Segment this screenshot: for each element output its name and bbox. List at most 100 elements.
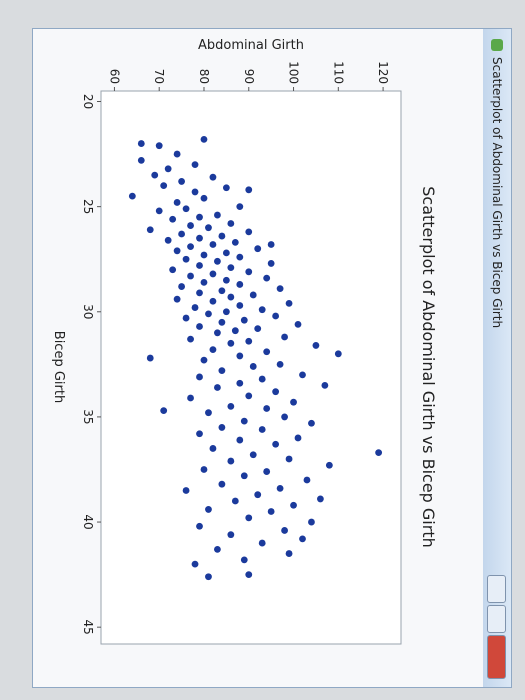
- point: [160, 182, 168, 190]
- point: [254, 491, 262, 499]
- point: [137, 156, 145, 164]
- point: [263, 468, 271, 475]
- point: [187, 394, 194, 402]
- point: [227, 339, 235, 347]
- point: [209, 270, 217, 278]
- x-tick-label: 35: [81, 409, 95, 424]
- point: [214, 257, 221, 265]
- point: [231, 238, 239, 246]
- x-tick-label: 45: [81, 620, 95, 635]
- point: [196, 373, 203, 381]
- chart: Scatterplot of Abdominal Girth vs Bicep …: [33, 29, 483, 687]
- point: [187, 335, 194, 343]
- point: [187, 222, 194, 229]
- point: [240, 417, 248, 425]
- y-tick-label: 80: [197, 69, 211, 84]
- point: [308, 419, 315, 427]
- x-axis-label: Bicep Girth: [51, 331, 66, 403]
- point: [182, 487, 190, 494]
- point: [205, 409, 212, 417]
- point: [187, 243, 194, 250]
- point: [178, 230, 185, 238]
- point: [155, 207, 163, 215]
- point: [236, 302, 244, 309]
- point: [281, 527, 288, 534]
- point: [272, 388, 280, 396]
- point: [205, 573, 212, 581]
- y-tick-label: 60: [107, 69, 121, 84]
- point: [258, 426, 266, 433]
- point: [214, 545, 221, 553]
- x-tick-label: 40: [81, 514, 95, 529]
- y-axis-label: Abdominal Girth: [198, 38, 304, 53]
- point: [173, 199, 181, 206]
- point: [227, 264, 235, 272]
- point: [200, 251, 208, 259]
- point: [334, 350, 342, 358]
- point: [214, 384, 221, 391]
- point: [245, 268, 253, 276]
- point: [240, 472, 248, 480]
- point: [209, 445, 217, 452]
- window-title: Scatterplot of Abdominal Girth vs Bicep …: [490, 57, 504, 329]
- point: [236, 352, 244, 360]
- chart-title: Scatterplot of Abdominal Girth vs Bicep …: [419, 186, 438, 548]
- point: [272, 312, 280, 320]
- point: [227, 220, 235, 227]
- point: [222, 308, 230, 316]
- point: [196, 262, 203, 269]
- point: [263, 405, 271, 412]
- point: [276, 360, 284, 368]
- point: [236, 253, 244, 261]
- y-tick-label: 90: [242, 69, 256, 84]
- point: [164, 165, 172, 173]
- point: [191, 161, 199, 168]
- point: [299, 371, 306, 379]
- point: [178, 178, 185, 185]
- point: [200, 194, 208, 202]
- point: [196, 522, 203, 530]
- close-button[interactable]: [487, 635, 507, 679]
- point: [258, 306, 266, 314]
- point: [299, 535, 306, 543]
- point: [182, 314, 190, 322]
- point: [191, 304, 199, 311]
- point: [245, 571, 253, 579]
- point: [155, 142, 163, 150]
- point: [196, 430, 203, 438]
- point: [191, 188, 199, 196]
- point: [205, 310, 212, 318]
- point: [236, 436, 244, 444]
- point: [285, 550, 293, 557]
- point: [137, 140, 145, 147]
- y-tick-label: 110: [331, 61, 345, 84]
- point: [276, 485, 284, 492]
- point: [267, 508, 275, 515]
- minimize-button[interactable]: [487, 575, 507, 603]
- point: [214, 211, 221, 219]
- point: [173, 247, 181, 255]
- point: [317, 495, 324, 503]
- point: [218, 480, 226, 488]
- point: [227, 531, 235, 539]
- point: [254, 245, 262, 253]
- app-icon: [491, 39, 503, 51]
- point: [209, 173, 217, 181]
- point: [245, 514, 253, 522]
- point: [218, 318, 226, 326]
- title-bar: Scatterplot of Abdominal Girth vs Bicep …: [483, 29, 511, 687]
- point: [294, 320, 302, 328]
- point: [281, 333, 288, 341]
- point: [272, 440, 280, 448]
- point: [173, 150, 181, 158]
- maximize-button[interactable]: [487, 605, 507, 633]
- point: [128, 192, 136, 200]
- point: [325, 461, 333, 469]
- point: [196, 289, 203, 297]
- point: [231, 497, 239, 505]
- point: [240, 556, 248, 564]
- point: [205, 224, 212, 232]
- point: [146, 226, 154, 234]
- point: [209, 241, 217, 248]
- point: [222, 276, 230, 284]
